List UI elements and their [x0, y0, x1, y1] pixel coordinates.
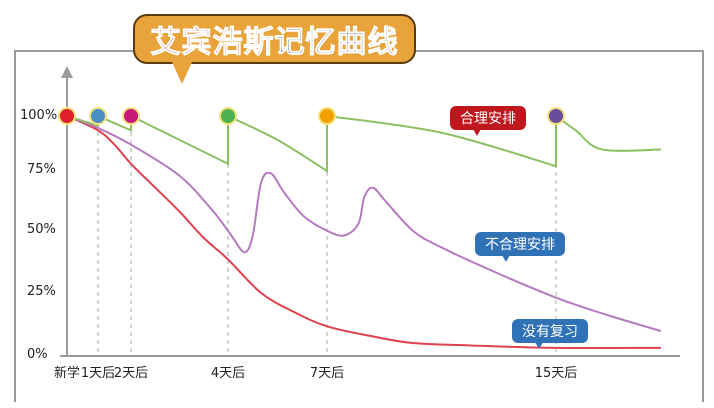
title-part-1: 艾宾浩斯	[150, 25, 275, 61]
x-tick-label: 2天后	[113, 366, 149, 381]
review-point-marker	[122, 107, 140, 125]
title-part-2: 记忆曲线	[274, 25, 399, 61]
series-line-1	[66, 115, 662, 333]
series-label-no-review: 没有复习	[512, 319, 588, 349]
chart-title: 艾宾浩斯 记忆曲线	[133, 14, 416, 64]
review-point-marker	[318, 107, 336, 125]
title-bubble-tail	[172, 62, 192, 84]
x-tick-label: 4天后	[210, 366, 246, 381]
x-tick-label: 7天后	[309, 366, 345, 381]
y-axis-arrow	[61, 66, 73, 78]
y-tick-label: 50%	[27, 222, 56, 237]
series-label-reasonable: 合理安排	[450, 106, 526, 136]
review-point-marker	[547, 107, 565, 125]
review-point-marker	[89, 107, 107, 125]
x-tick-label: 15天后	[534, 366, 578, 381]
review-point-marker	[58, 107, 76, 125]
review-point-marker	[219, 107, 237, 125]
y-tick-label: 25%	[27, 284, 56, 299]
series-line-0	[66, 114, 661, 173]
series-line-2	[66, 115, 661, 350]
x-tick-label: 新学	[53, 366, 81, 381]
y-tick-label: 0%	[27, 347, 48, 362]
x-tick-label: 1天后	[80, 366, 116, 381]
series-label-unreasonable: 不合理安排	[475, 232, 565, 262]
y-tick-label: 100%	[20, 108, 58, 123]
y-tick-label: 75%	[27, 162, 56, 177]
